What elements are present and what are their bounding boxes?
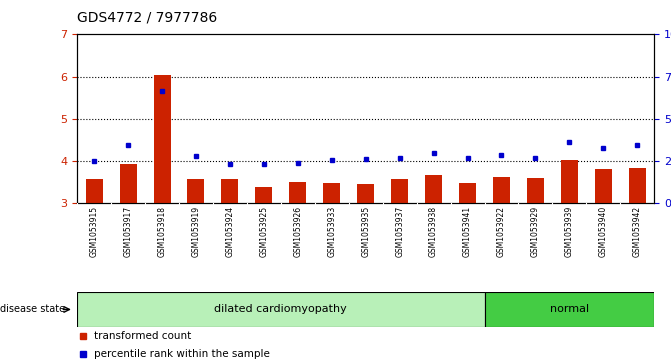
Bar	[527, 178, 544, 203]
Text: GSM1053941: GSM1053941	[463, 206, 472, 257]
Text: GSM1053933: GSM1053933	[327, 206, 336, 257]
Bar	[459, 183, 476, 203]
Text: GSM1053942: GSM1053942	[633, 206, 641, 257]
Text: dilated cardiomyopathy: dilated cardiomyopathy	[215, 305, 347, 314]
Bar	[425, 175, 442, 203]
Text: normal: normal	[550, 305, 589, 314]
Bar	[595, 169, 612, 203]
Bar	[154, 74, 170, 203]
Text: GSM1053922: GSM1053922	[497, 206, 506, 257]
Bar	[629, 168, 646, 203]
Text: GSM1053917: GSM1053917	[123, 206, 133, 257]
Text: percentile rank within the sample: percentile rank within the sample	[95, 349, 270, 359]
Text: GSM1053937: GSM1053937	[395, 206, 404, 257]
Text: GSM1053919: GSM1053919	[191, 206, 201, 257]
Bar	[119, 164, 137, 203]
Text: transformed count: transformed count	[95, 331, 192, 341]
Bar	[484, 292, 654, 327]
Bar	[493, 177, 510, 203]
Text: GSM1053925: GSM1053925	[260, 206, 268, 257]
Text: GSM1053940: GSM1053940	[599, 206, 608, 257]
Text: GSM1053939: GSM1053939	[565, 206, 574, 257]
Bar	[561, 160, 578, 203]
Text: GSM1053915: GSM1053915	[90, 206, 99, 257]
Text: GSM1053929: GSM1053929	[531, 206, 540, 257]
Bar	[357, 184, 374, 203]
Text: GSM1053935: GSM1053935	[361, 206, 370, 257]
Text: GSM1053926: GSM1053926	[293, 206, 303, 257]
Text: GDS4772 / 7977786: GDS4772 / 7977786	[77, 11, 217, 25]
Bar	[323, 183, 340, 203]
Text: disease state: disease state	[0, 305, 65, 314]
Bar	[289, 182, 306, 203]
Bar	[187, 179, 205, 203]
Bar	[256, 187, 272, 203]
Text: GSM1053918: GSM1053918	[158, 206, 166, 257]
Bar	[221, 179, 238, 203]
Bar	[77, 292, 484, 327]
Text: GSM1053938: GSM1053938	[429, 206, 438, 257]
Bar	[86, 179, 103, 203]
Text: GSM1053924: GSM1053924	[225, 206, 234, 257]
Bar	[391, 179, 408, 203]
